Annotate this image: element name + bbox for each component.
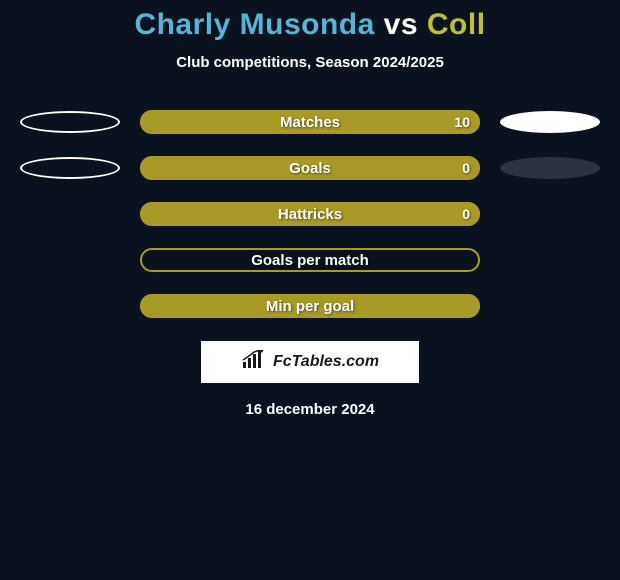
title-vs: vs bbox=[384, 8, 418, 41]
stat-bar: Hattricks 0 bbox=[140, 202, 480, 226]
page-title: Charly Musonda vs Coll bbox=[0, 8, 620, 42]
logo-chart-icon bbox=[241, 350, 267, 375]
stat-label: Hattricks bbox=[278, 206, 342, 223]
stat-row: Hattricks 0 bbox=[0, 203, 620, 225]
logo-text: FcTables.com bbox=[273, 353, 379, 371]
stat-label: Matches bbox=[280, 114, 340, 131]
stat-row: Matches 10 bbox=[0, 111, 620, 133]
stat-row: Goals per match bbox=[0, 249, 620, 271]
stat-bar: Matches 10 bbox=[140, 110, 480, 134]
left-ellipse bbox=[20, 111, 120, 133]
stat-bar: Goals 0 bbox=[140, 156, 480, 180]
stat-label: Goals bbox=[289, 160, 331, 177]
subtitle: Club competitions, Season 2024/2025 bbox=[0, 54, 620, 71]
logo-box: FcTables.com bbox=[201, 341, 419, 383]
stat-bar: Goals per match bbox=[140, 248, 480, 272]
stat-label: Min per goal bbox=[266, 298, 354, 315]
infographic-container: Charly Musonda vs Coll Club competitions… bbox=[0, 0, 620, 418]
stat-value: 10 bbox=[454, 114, 470, 130]
right-ellipse bbox=[500, 157, 600, 179]
stat-row: Goals 0 bbox=[0, 157, 620, 179]
stat-row: Min per goal bbox=[0, 295, 620, 317]
stat-bar: Min per goal bbox=[140, 294, 480, 318]
title-player1: Charly Musonda bbox=[134, 8, 374, 41]
stat-value: 0 bbox=[462, 160, 470, 176]
title-player2: Coll bbox=[427, 8, 486, 41]
stat-value: 0 bbox=[462, 206, 470, 222]
right-ellipse bbox=[500, 111, 600, 133]
date-text: 16 december 2024 bbox=[0, 401, 620, 418]
stats-list: Matches 10 Goals 0 Hattricks 0 Goals per match… bbox=[0, 111, 620, 317]
stat-label: Goals per match bbox=[251, 252, 369, 269]
left-ellipse bbox=[20, 157, 120, 179]
